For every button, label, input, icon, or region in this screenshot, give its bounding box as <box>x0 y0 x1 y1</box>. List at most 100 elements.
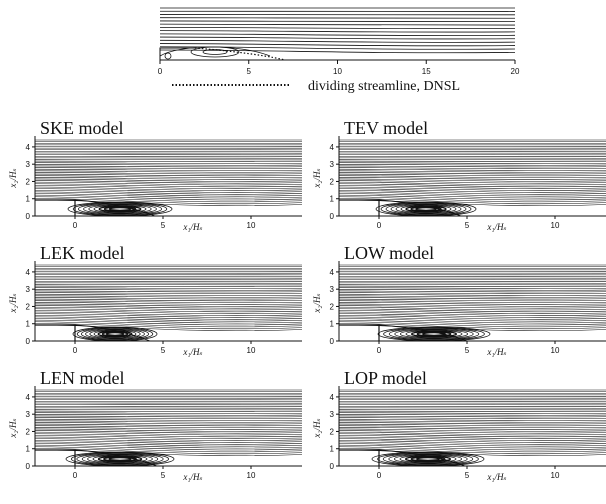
streamline <box>160 21 515 22</box>
y-tick-label: 2 <box>26 302 31 311</box>
streamline <box>339 289 606 290</box>
y-tick-label: 0 <box>330 212 335 221</box>
streamline <box>339 288 606 289</box>
streamline <box>160 40 515 42</box>
panel-title: LOW model <box>344 243 434 263</box>
streamline <box>339 172 606 174</box>
step-wall <box>339 325 379 341</box>
x-tick-label: 5 <box>465 346 470 355</box>
streamline <box>339 294 606 295</box>
streamline <box>339 297 606 299</box>
streamline <box>35 411 302 412</box>
streamline <box>339 283 606 284</box>
streamline <box>339 284 606 285</box>
streamline <box>35 413 302 414</box>
streamline <box>160 31 515 32</box>
step-wall <box>35 200 75 216</box>
x-tick-label: 10 <box>551 221 560 230</box>
streamline <box>35 284 302 285</box>
streamline <box>35 159 302 160</box>
streamline <box>339 163 606 164</box>
reference-dns-plot: 0 5 10 15 20 <box>158 8 520 76</box>
y-tick-label: 4 <box>330 143 335 152</box>
x-tick-label: 5 <box>465 221 470 230</box>
y-tick-label: 3 <box>330 410 335 419</box>
streamline <box>35 288 302 289</box>
y-axis-label: x₂/Hₛ <box>312 168 322 188</box>
step-wall <box>339 200 379 216</box>
x-tick-label: 10 <box>247 471 256 480</box>
streamline <box>35 286 302 287</box>
step-wall <box>35 450 75 466</box>
streamline <box>339 159 606 160</box>
streamline <box>160 24 515 25</box>
streamline <box>35 158 302 159</box>
x-tick-label: 5 <box>247 67 252 76</box>
panel-low: LOW model01234x₂/Hₛ0 5 10x₁/Hₛ <box>312 243 606 357</box>
legend: dividing streamline, DNSL <box>172 79 460 94</box>
recirculation-contour <box>110 208 131 211</box>
streamline <box>339 408 606 409</box>
recirculation-contour <box>191 47 239 57</box>
y-tick-label: 1 <box>330 320 335 329</box>
corner-eddy <box>165 53 171 59</box>
x-axis-label: x₁/Hₛ <box>486 347 506 357</box>
y-tick-label: 4 <box>330 393 335 402</box>
x-axis-label: x₁/Hₛ <box>182 472 202 482</box>
x-tick-label: 10 <box>247 221 256 230</box>
streamline <box>339 169 606 170</box>
streamline <box>339 171 606 173</box>
y-tick-label: 1 <box>330 195 335 204</box>
streamline <box>35 289 302 290</box>
streamline <box>35 418 302 419</box>
streamline <box>35 299 302 301</box>
y-tick-label: 2 <box>330 302 335 311</box>
x-tick-label: 0 <box>377 221 382 230</box>
streamline <box>35 174 302 176</box>
y-axis-label: x₂/Hₛ <box>8 293 18 313</box>
y-tick-label: 4 <box>26 143 31 152</box>
y-tick-label: 2 <box>26 177 31 186</box>
streamline <box>35 169 302 170</box>
streamline <box>339 161 606 162</box>
streamline <box>35 421 302 423</box>
streamline <box>35 161 302 162</box>
reference-x-axis: 0 5 10 15 20 <box>158 60 520 76</box>
streamline <box>160 34 515 36</box>
streamlines <box>35 140 302 206</box>
streamline <box>339 299 606 301</box>
y-tick-label: 0 <box>26 212 31 221</box>
y-tick-label: 0 <box>26 462 31 471</box>
streamline <box>35 422 302 424</box>
streamline <box>160 27 515 28</box>
streamline <box>160 18 515 19</box>
streamline <box>339 164 606 165</box>
x-axis-label: x₁/Hₛ <box>486 472 506 482</box>
recirculation-bubble <box>73 325 157 341</box>
legend-label: dividing streamline, DNSL <box>308 79 460 94</box>
streamline <box>339 414 606 415</box>
x-tick-label: 5 <box>161 221 166 230</box>
streamline <box>339 168 606 169</box>
streamline <box>35 172 302 174</box>
streamline <box>339 421 606 423</box>
y-tick-label: 0 <box>330 462 335 471</box>
panel-title: LOP model <box>344 368 427 388</box>
x-tick-label: 10 <box>551 471 560 480</box>
x-tick-label: 10 <box>247 346 256 355</box>
x-tick-label: 10 <box>333 67 342 76</box>
streamline <box>35 171 302 173</box>
y-tick-label: 2 <box>26 427 31 436</box>
model-panels: SKE model01234x₂/Hₛ0 5 10x₁/HₛTEV model012… <box>8 118 606 482</box>
streamline <box>35 414 302 415</box>
y-tick-label: 3 <box>26 285 31 294</box>
streamline <box>35 166 302 167</box>
x-tick-label: 5 <box>161 346 166 355</box>
streamline <box>339 418 606 419</box>
streamline <box>339 293 606 294</box>
streamlines <box>339 140 606 206</box>
streamline <box>339 286 606 287</box>
streamlines <box>339 390 606 456</box>
y-tick-label: 2 <box>330 427 335 436</box>
streamline <box>339 291 606 292</box>
